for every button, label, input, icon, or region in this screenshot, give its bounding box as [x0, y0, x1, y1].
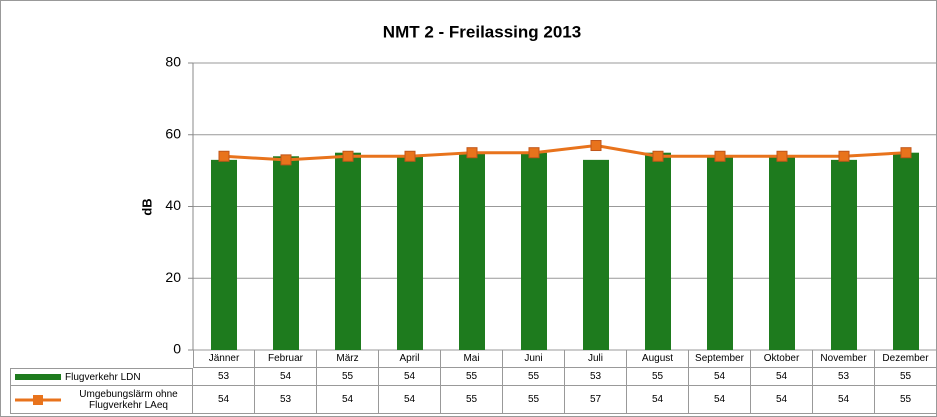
line-marker [218, 150, 230, 162]
legend-key [15, 394, 61, 405]
bar [521, 152, 547, 350]
bar [273, 156, 299, 350]
table-value: 53 [193, 368, 255, 386]
y-tick-label: 60 [165, 125, 181, 141]
table-value: 54 [813, 386, 875, 414]
bar [335, 152, 361, 350]
table-value: 53 [813, 368, 875, 386]
chart-title: NMT 2 - Freilassing 2013 [383, 22, 581, 41]
bar [397, 156, 423, 350]
table-value: 54 [379, 386, 441, 414]
table-value: 54 [751, 386, 813, 414]
legend-label: Flugverkehr LDN [65, 371, 141, 383]
table-value: 54 [689, 386, 751, 414]
table-value: 54 [317, 386, 379, 414]
bar [831, 159, 857, 350]
line-marker [776, 150, 788, 162]
line-marker [590, 140, 602, 152]
x-tick-label: Dezember [875, 350, 937, 368]
table-value: 55 [875, 386, 937, 414]
table-value: 54 [193, 386, 255, 414]
legend-label: Umgebungslärm ohne Flugverkehr LAeq [79, 388, 178, 411]
table-value: 53 [255, 386, 317, 414]
table-value: 54 [751, 368, 813, 386]
y-tick-label: 40 [165, 197, 181, 213]
x-tick-label: Februar [255, 350, 317, 368]
table-value: 55 [441, 368, 503, 386]
bar [459, 152, 485, 350]
x-tick-label: August [627, 350, 689, 368]
line-marker [466, 147, 478, 159]
bar [645, 152, 671, 350]
table-value: 55 [441, 386, 503, 414]
x-tick-label: Juli [565, 350, 627, 368]
table-value: 55 [503, 368, 565, 386]
line-marker [528, 147, 540, 159]
line-marker [342, 150, 354, 162]
line-marker [404, 150, 416, 162]
legend-entry: Umgebungslärm ohne Flugverkehr LAeq [10, 386, 193, 414]
table-value: 54 [255, 368, 317, 386]
table-value: 55 [503, 386, 565, 414]
table-value: 53 [565, 368, 627, 386]
bar [583, 159, 609, 350]
line-marker [900, 147, 912, 159]
legend-swatch [33, 394, 43, 405]
x-tick-label: November [813, 350, 875, 368]
line-marker [280, 154, 292, 166]
table-value: 54 [689, 368, 751, 386]
y-tick-label: 20 [165, 269, 181, 285]
x-tick-label: Jänner [193, 350, 255, 368]
line [223, 143, 907, 162]
table-value: 54 [627, 386, 689, 414]
y-tick-label: 0 [173, 341, 181, 357]
bar [769, 156, 795, 350]
x-tick-label: März [317, 350, 379, 368]
x-tick-label: September [689, 350, 751, 368]
table-value: 55 [875, 368, 937, 386]
y-tick-label: 80 [165, 54, 181, 70]
x-tick-label: Oktober [751, 350, 813, 368]
table-value: 55 [317, 368, 379, 386]
table-value: 57 [565, 386, 627, 414]
legend-entry: Flugverkehr LDN [10, 368, 193, 386]
line-marker [714, 150, 726, 162]
x-tick-label: Mai [441, 350, 503, 368]
legend-key [15, 374, 61, 380]
legend-swatch [15, 374, 61, 380]
table-value: 54 [379, 368, 441, 386]
line-marker [838, 150, 850, 162]
bar [893, 152, 919, 350]
x-tick-label: Juni [503, 350, 565, 368]
line-marker [652, 150, 664, 162]
x-tick-label: April [379, 350, 441, 368]
table-value: 55 [627, 368, 689, 386]
bar [211, 159, 237, 350]
y-axis-label: dB [139, 198, 154, 215]
bar [707, 156, 733, 350]
